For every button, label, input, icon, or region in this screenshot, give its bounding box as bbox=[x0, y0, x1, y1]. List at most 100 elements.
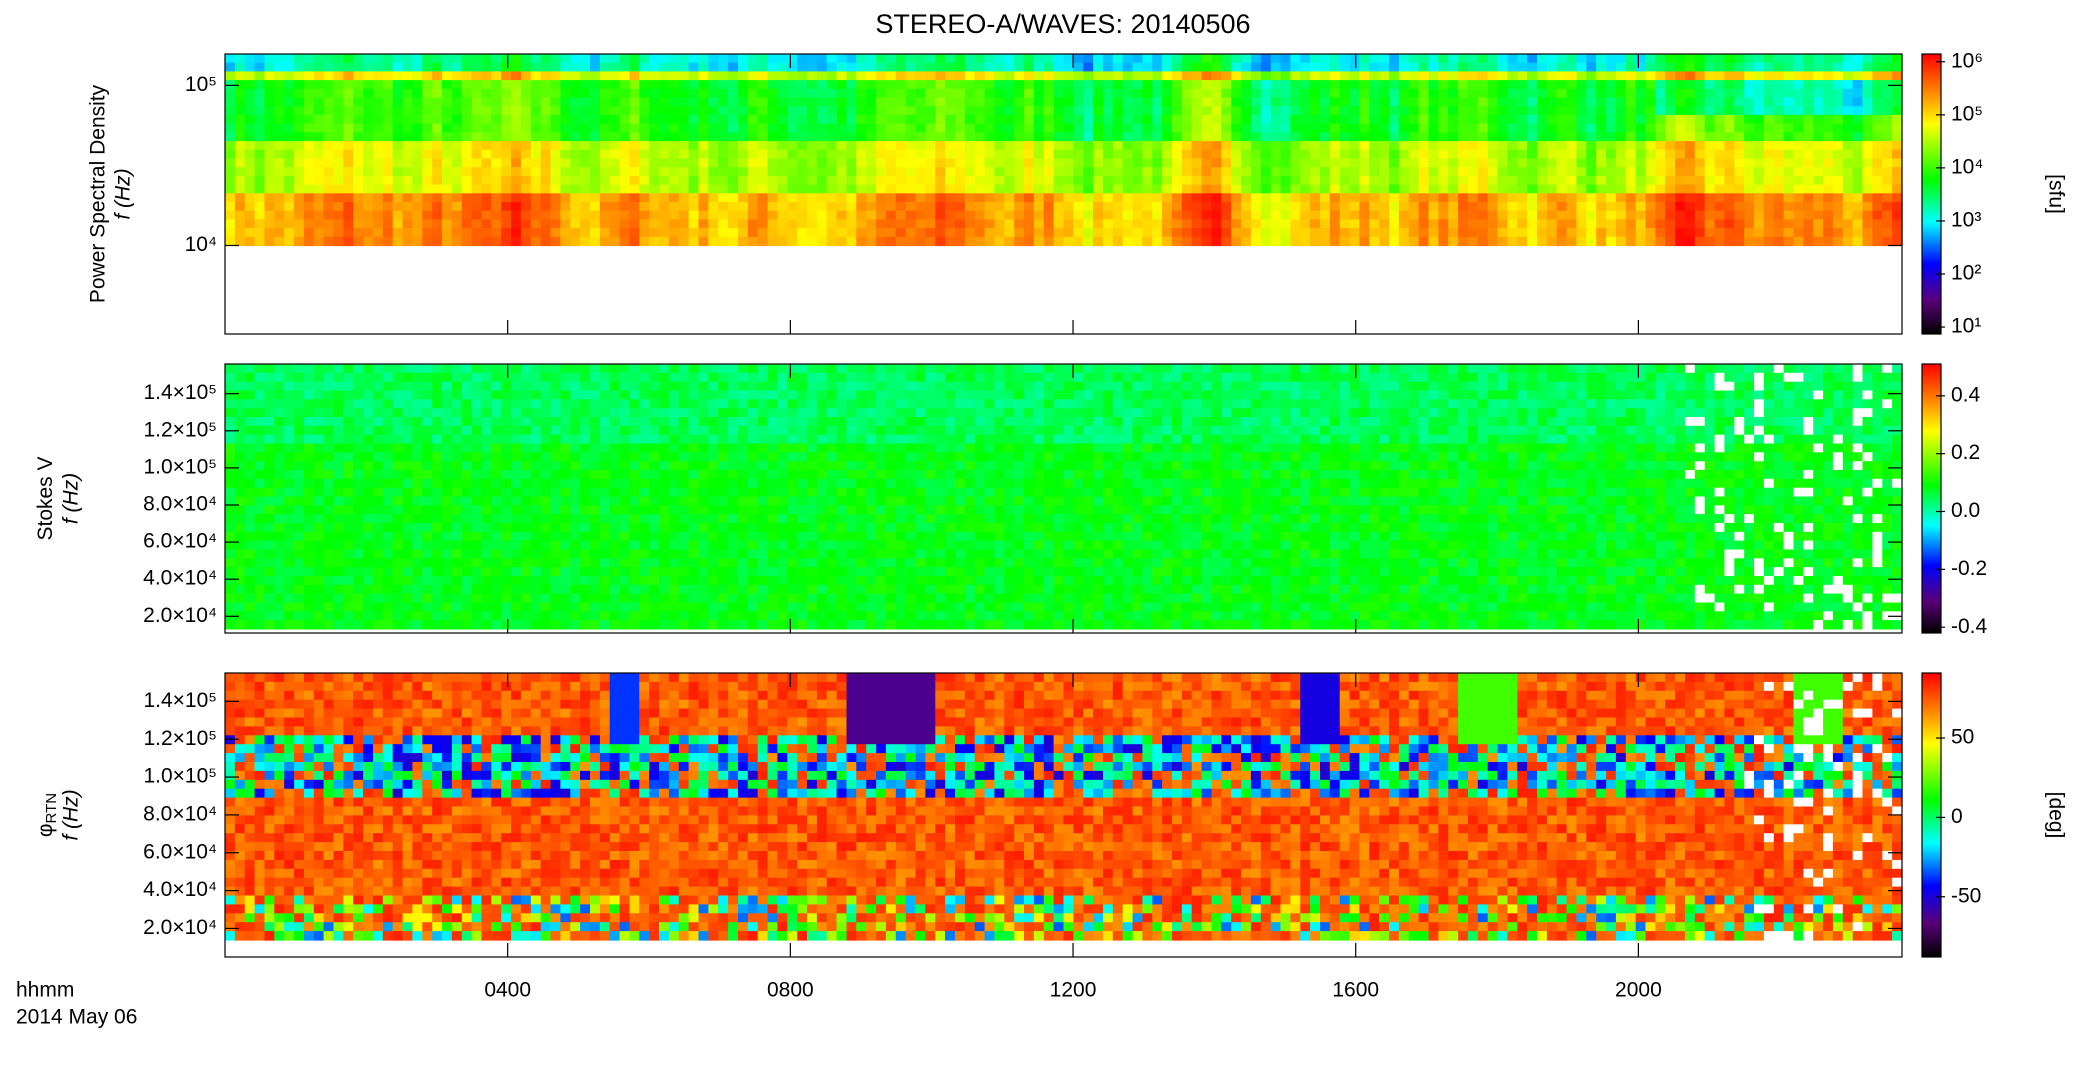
spectrogram-cell bbox=[1428, 236, 1439, 247]
spectrogram-cell bbox=[1606, 132, 1617, 142]
spectrogram-cell bbox=[1537, 175, 1548, 186]
spectrogram-cell bbox=[353, 71, 364, 81]
spectrogram-cell bbox=[688, 132, 700, 142]
spectrogram-cell bbox=[412, 584, 423, 595]
spectrogram-cell bbox=[461, 54, 473, 64]
spectrogram-cell bbox=[333, 478, 344, 489]
spectrogram-cell bbox=[728, 106, 739, 116]
spectrogram-cell bbox=[1162, 132, 1173, 142]
spectrogram-cell bbox=[1290, 236, 1301, 247]
spectrogram-cell bbox=[353, 236, 364, 247]
spectrogram-cell bbox=[343, 193, 354, 203]
spectrogram-cell bbox=[1517, 80, 1528, 90]
spectrogram-cell bbox=[1250, 123, 1262, 133]
spectrogram-cell bbox=[294, 443, 305, 453]
spectrogram-cell bbox=[1477, 149, 1489, 160]
spectrogram-cell bbox=[363, 381, 374, 392]
spectrogram-cell bbox=[442, 71, 453, 81]
spectrogram-cell bbox=[520, 399, 532, 409]
spectrogram-cell bbox=[619, 71, 631, 81]
spectrogram-cell bbox=[451, 443, 463, 453]
spectrogram-cell bbox=[1300, 228, 1311, 238]
spectrogram-cell bbox=[540, 496, 552, 506]
spectrogram-cell bbox=[1191, 193, 1203, 203]
spectrogram-cell bbox=[777, 219, 788, 229]
spectrogram-cell bbox=[708, 149, 719, 160]
spectrogram-cell bbox=[1852, 114, 1864, 125]
spectrogram-cell bbox=[1546, 202, 1558, 212]
spectrogram-cell bbox=[1024, 80, 1035, 90]
spectrogram-cell bbox=[313, 461, 325, 471]
spectrogram-cell bbox=[392, 80, 404, 90]
spectrogram-cell bbox=[1625, 184, 1637, 194]
spectrogram-cell bbox=[1576, 114, 1587, 125]
spectrogram-cell bbox=[1231, 97, 1242, 107]
spectrogram-cell bbox=[777, 62, 788, 72]
spectrogram-cell bbox=[816, 123, 828, 133]
spectrogram-cell bbox=[363, 514, 374, 524]
spectrogram-cell bbox=[984, 219, 996, 229]
spectrogram-cell bbox=[274, 372, 285, 383]
spectrogram-cell bbox=[905, 62, 917, 72]
spectrogram-cell bbox=[284, 71, 295, 81]
spectrogram-cell bbox=[580, 62, 591, 72]
spectrogram-cell bbox=[313, 210, 325, 220]
spectrogram-cell bbox=[1310, 62, 1321, 72]
spectrogram-cell bbox=[728, 236, 739, 247]
spectrogram-cell bbox=[225, 540, 236, 550]
spectrogram-cell bbox=[1379, 228, 1390, 238]
spectrogram-cell bbox=[1369, 123, 1380, 133]
spectrogram-cell bbox=[244, 202, 256, 212]
spectrogram-cell bbox=[649, 141, 660, 151]
spectrogram-cell bbox=[1033, 123, 1045, 133]
spectrogram-cell bbox=[1665, 71, 1676, 81]
spectrogram-cell bbox=[560, 158, 571, 168]
spectrogram-cell bbox=[955, 114, 966, 125]
spectrogram-cell bbox=[1576, 62, 1587, 72]
spectrogram-cell bbox=[254, 114, 266, 125]
spectrogram-cell bbox=[501, 478, 512, 489]
spectrogram-cell bbox=[1675, 219, 1686, 229]
spectrogram-cell bbox=[1823, 219, 1834, 229]
spectrogram-cell bbox=[1458, 54, 1469, 64]
spectrogram-cell bbox=[1310, 167, 1321, 177]
spectrogram-cell bbox=[1339, 236, 1351, 247]
spectrogram-cell bbox=[1823, 158, 1834, 168]
spectrogram-cell bbox=[1773, 54, 1785, 64]
spectrogram-cell bbox=[481, 54, 492, 64]
spectrogram-cell bbox=[343, 602, 354, 612]
spectrogram-cell bbox=[1635, 149, 1647, 160]
spectrogram-cell bbox=[1349, 71, 1361, 81]
spectrogram-cell bbox=[599, 106, 611, 116]
spectrogram-cell bbox=[303, 149, 315, 160]
spectrogram-cell bbox=[846, 193, 857, 203]
spectrogram-cell bbox=[1477, 158, 1489, 168]
spectrogram-cell bbox=[1379, 62, 1390, 72]
spectrogram-cell bbox=[1892, 54, 1903, 64]
spectrogram-cell bbox=[1635, 71, 1647, 81]
spectrogram-cell bbox=[1763, 175, 1775, 186]
spectrogram-cell bbox=[1546, 228, 1558, 238]
spectrogram-cell bbox=[491, 132, 502, 142]
spectrogram-cell bbox=[550, 114, 561, 125]
spectrogram-cell bbox=[1754, 97, 1765, 107]
spectrogram-cell bbox=[373, 496, 384, 506]
spectrogram-cell bbox=[254, 202, 266, 212]
spectrogram-cell bbox=[826, 106, 838, 116]
spectrogram-cell bbox=[451, 210, 463, 220]
spectrogram-cell bbox=[1211, 54, 1222, 64]
spectrogram-cell bbox=[955, 62, 966, 72]
spectrogram-cell bbox=[1754, 219, 1765, 229]
spectrogram-cell bbox=[1724, 62, 1735, 72]
spectrogram-cell bbox=[1211, 141, 1222, 151]
spectrogram-cell bbox=[580, 531, 591, 542]
spectrogram-cell bbox=[550, 71, 561, 81]
spectrogram-cell bbox=[1576, 54, 1587, 64]
spectrogram-cell bbox=[422, 372, 433, 383]
spectrogram-cell bbox=[451, 193, 463, 203]
spectrogram-cell bbox=[560, 620, 571, 630]
spectrogram-cell bbox=[540, 123, 552, 133]
spectrogram-cell bbox=[461, 175, 473, 186]
spectrogram-cell bbox=[1201, 219, 1213, 229]
spectrogram-cell bbox=[639, 62, 650, 72]
